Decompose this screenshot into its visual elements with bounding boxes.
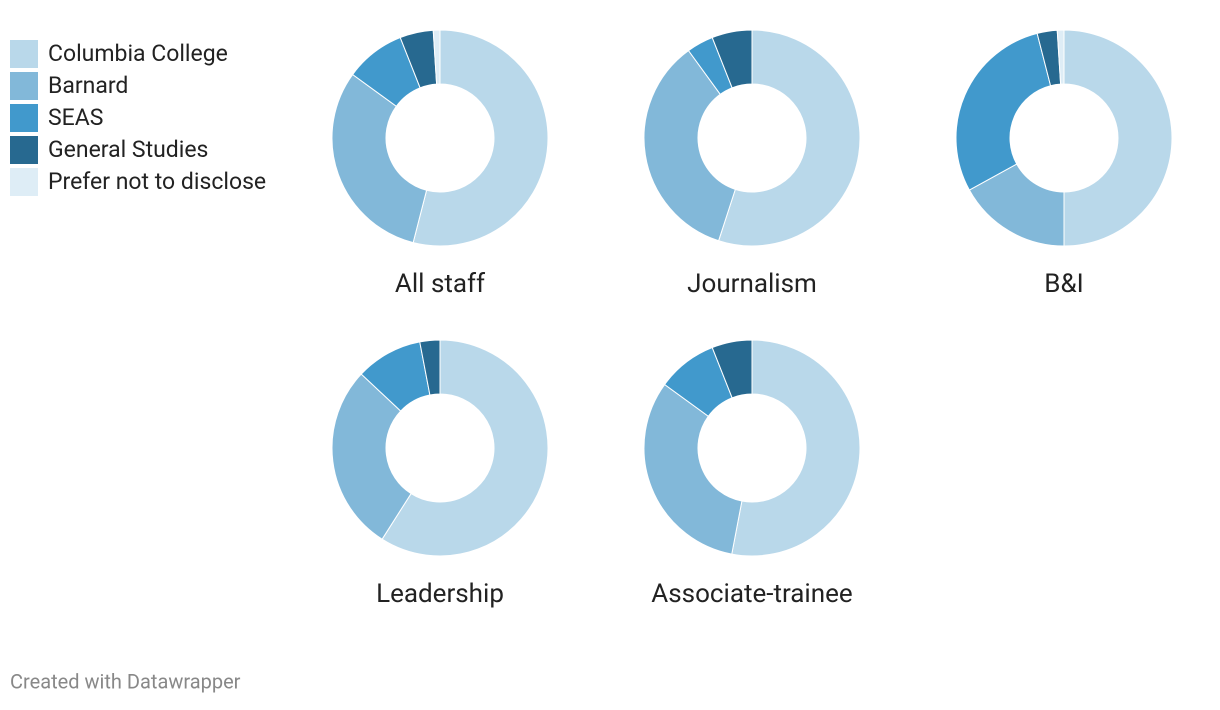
legend-label: Columbia College xyxy=(48,40,228,67)
donut-segment xyxy=(381,339,549,557)
donut-segment xyxy=(643,383,743,555)
legend-swatch xyxy=(10,72,38,100)
credit: Created with Datawrapper xyxy=(10,669,241,693)
legend-swatch xyxy=(10,136,38,164)
donut-segment xyxy=(711,339,753,399)
donut-segment xyxy=(955,32,1052,191)
donut-segment xyxy=(1056,29,1065,85)
donut-segment xyxy=(643,49,736,242)
donut-segment xyxy=(717,29,861,247)
donut-segment xyxy=(432,29,441,85)
donut-segment xyxy=(711,29,753,89)
donut-segment xyxy=(331,373,412,540)
legend-label: Prefer not to disclose xyxy=(48,168,266,195)
donut-segment xyxy=(731,339,861,557)
donut-segment xyxy=(412,29,549,247)
donut-segment xyxy=(331,73,428,244)
panel-title: Journalism xyxy=(687,269,817,299)
donut-segment xyxy=(1063,29,1173,247)
legend-label: Barnard xyxy=(48,72,128,99)
legend-label: General Studies xyxy=(48,136,208,163)
legend-swatch xyxy=(10,40,38,68)
legend-swatch xyxy=(10,168,38,196)
panel-title: B&I xyxy=(1044,269,1083,299)
donut-segment xyxy=(419,339,441,396)
panel-title: Associate-trainee xyxy=(651,579,852,609)
legend-swatch xyxy=(10,104,38,132)
legend-label: SEAS xyxy=(48,104,103,131)
panel-title: Leadership xyxy=(376,579,504,609)
panel-title: All staff xyxy=(395,269,486,299)
